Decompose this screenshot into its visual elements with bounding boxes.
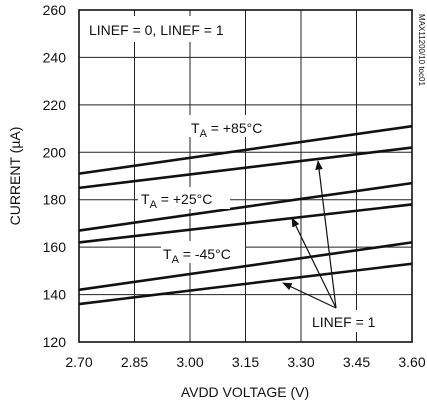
label-bg-45: [161, 241, 245, 263]
series-line-4: [78, 203, 413, 244]
callout-arrow-25: [291, 217, 337, 309]
x-tick-label: 3.45: [343, 354, 370, 370]
linef-callout-label: LINEF = 1: [312, 314, 376, 330]
callout-arrow-85: [315, 160, 337, 309]
x-tick-label: 3.15: [232, 354, 259, 370]
condition-box: [82, 16, 228, 42]
y-tick-label: 220: [43, 97, 67, 113]
x-axis-title: AVDD VOLTAGE (V): [181, 384, 309, 400]
label-bg-25: [138, 187, 230, 209]
x-tick-label: 3.60: [398, 354, 425, 370]
temp-label-85: TA = +85°C: [191, 120, 262, 140]
plot-frame: [78, 9, 413, 343]
label-bg-85: [188, 115, 282, 137]
y-tick-label: 200: [43, 144, 67, 160]
x-tick-label: 2.70: [65, 354, 92, 370]
series-line-2: [78, 146, 413, 190]
series-line-5: [78, 241, 413, 292]
linef-callout-bg: [308, 310, 384, 332]
x-tick-labels: 2.70 2.85 3.00 3.15 3.30 3.45 3.60: [65, 354, 425, 370]
series-line-3: [78, 181, 413, 232]
y-tick-labels: 120 140 160 180 200 220 240 260: [43, 2, 67, 350]
x-tick-label: 3.30: [287, 354, 314, 370]
x-tick-label: 3.00: [176, 354, 203, 370]
condition-label: LINEF = 0, LINEF = 1: [89, 22, 224, 38]
temp-label-45: TA = -45°C: [163, 246, 231, 266]
y-tick-label: 180: [43, 192, 67, 208]
figure-id: MAX11200/10 toc01: [417, 14, 426, 86]
y-tick-label: 160: [43, 239, 67, 255]
callout-arrow-45: [282, 282, 337, 309]
y-axis-title: CURRENT (µA): [7, 127, 23, 226]
series-lines: [78, 124, 413, 306]
series-line-6: [78, 262, 413, 306]
y-tick-label: 260: [43, 2, 67, 18]
x-tick-label: 2.85: [121, 354, 148, 370]
series-line-1: [78, 124, 413, 175]
grid: [79, 10, 412, 342]
temp-label-25: TA = +25°C: [141, 191, 212, 211]
y-tick-label: 140: [43, 287, 67, 303]
y-tick-label: 120: [43, 334, 67, 350]
y-tick-label: 240: [43, 49, 67, 65]
